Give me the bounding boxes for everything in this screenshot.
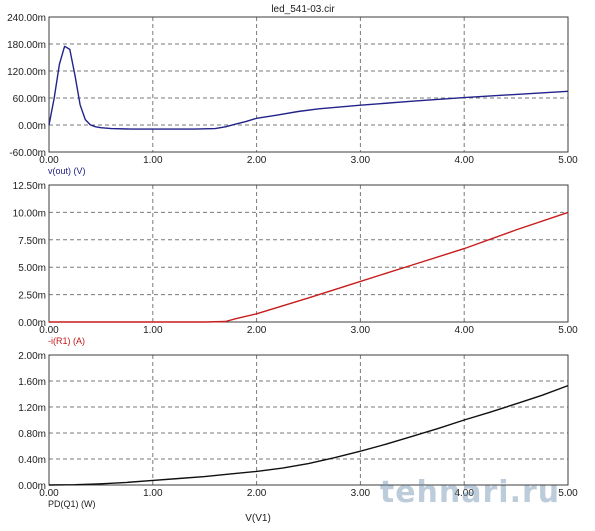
x-tick-label: 3.00 xyxy=(351,325,371,336)
y-tick-label: 2.50m xyxy=(18,291,46,302)
x-tick-label: 1.00 xyxy=(143,155,163,166)
y-tick-label: 12.50m xyxy=(13,181,46,192)
panel-pd-frame xyxy=(48,354,569,486)
x-tick-label: 1.00 xyxy=(143,488,163,499)
x-tick-label: 3.00 xyxy=(351,155,371,166)
x-tick-label: 2.00 xyxy=(247,325,267,336)
x-tick-label: 4.00 xyxy=(454,488,474,499)
y-tick-label: 120.00m xyxy=(7,67,46,78)
panel-pd-series xyxy=(48,384,569,486)
panel-vout-ylabel: v(out) (V) xyxy=(48,166,86,176)
x-tick-label: 4.00 xyxy=(454,155,474,166)
series-line xyxy=(48,45,569,130)
x-tick-label: 4.00 xyxy=(454,325,474,336)
y-tick-label: 180.00m xyxy=(7,40,46,51)
y-tick-label: 1.60m xyxy=(18,377,46,388)
x-tick-label: 2.00 xyxy=(247,155,267,166)
panel-pd-grid xyxy=(49,355,568,485)
panel-pd-y-ticks: 2.00m 1.60m 1.20m 0.80m 0.40m 0.00m xyxy=(18,351,46,492)
x-tick-label: 1.00 xyxy=(143,325,163,336)
series-line xyxy=(48,384,569,486)
x-tick-label: 0.00 xyxy=(39,488,59,499)
y-tick-label: 2.00m xyxy=(18,351,46,362)
y-tick-label: 5.00m xyxy=(18,263,46,274)
y-tick-label: 0.00m xyxy=(18,481,46,492)
x-axis-label: V(V1) xyxy=(245,513,271,524)
y-tick-label: 60.00m xyxy=(13,94,46,105)
panel-vout: 240.00m180.00m120.00m60.00m0.00m-60.00m … xyxy=(7,13,578,176)
y-tick-label: 7.50m xyxy=(18,236,46,247)
panel-ir1: 12.50m 10.00m 7.50m 5.00m 2.50m 0.00m 0.00 1.0… xyxy=(13,181,579,346)
y-tick-label: 240.00m xyxy=(7,13,46,24)
x-tick-label: 5.00 xyxy=(558,155,578,166)
series-line xyxy=(49,211,569,323)
panel-pd-ylabel: PD(Q1) (W) xyxy=(48,499,96,509)
panel-ir1-ylabel: -i(R1) (A) xyxy=(48,336,85,346)
x-tick-label: 2.00 xyxy=(247,488,267,499)
y-tick-label: -60.00m xyxy=(9,148,46,159)
x-tick-label: 5.00 xyxy=(558,325,578,336)
y-tick-label: 0.00m xyxy=(18,121,46,132)
x-tick-label: 0.00 xyxy=(39,325,59,336)
panel-vout-y-ticks: 240.00m 180.00m 120.00m 60.00m 0.00m -60.00m xyxy=(7,13,46,159)
panel-vout-frame xyxy=(48,16,569,153)
y-tick-label: 0.00m xyxy=(18,318,46,329)
watermark: tehnari.ru xyxy=(380,475,560,510)
y-tick-label: 0.80m xyxy=(18,429,46,440)
panel-pd-x-ticks: 0.00 1.00 2.00 3.00 4.00 5.00 xyxy=(39,488,578,499)
x-tick-label: 5.00 xyxy=(558,488,578,499)
chart-title: led_541-03.cir xyxy=(271,4,335,15)
x-tick-label: 0.00 xyxy=(39,155,59,166)
y-tick-label: 0.40m xyxy=(18,455,46,466)
panel-ir1-x-ticks: 0.00 1.00 2.00 3.00 4.00 5.00 xyxy=(39,325,578,336)
panel-vout-series xyxy=(48,45,569,130)
panel-pd: 2.00m 1.60m 1.20m 0.80m 0.40m 0.00m 0.00 1.00 2… xyxy=(18,351,578,509)
panel-ir1-series xyxy=(49,211,569,323)
panel-vout-grid xyxy=(49,17,568,152)
panel-ir1-frame xyxy=(48,184,569,323)
x-tick-label: 3.00 xyxy=(351,488,371,499)
panel-vout-x-ticks: 0.00 1.00 2.00 3.00 4.00 5.00 xyxy=(39,155,578,166)
panel-ir1-y-ticks: 12.50m 10.00m 7.50m 5.00m 2.50m 0.00m xyxy=(13,181,46,329)
y-tick-label: 1.20m xyxy=(18,403,46,414)
y-tick-label: 10.00m xyxy=(13,208,46,219)
panel-ir1-grid xyxy=(49,185,568,322)
